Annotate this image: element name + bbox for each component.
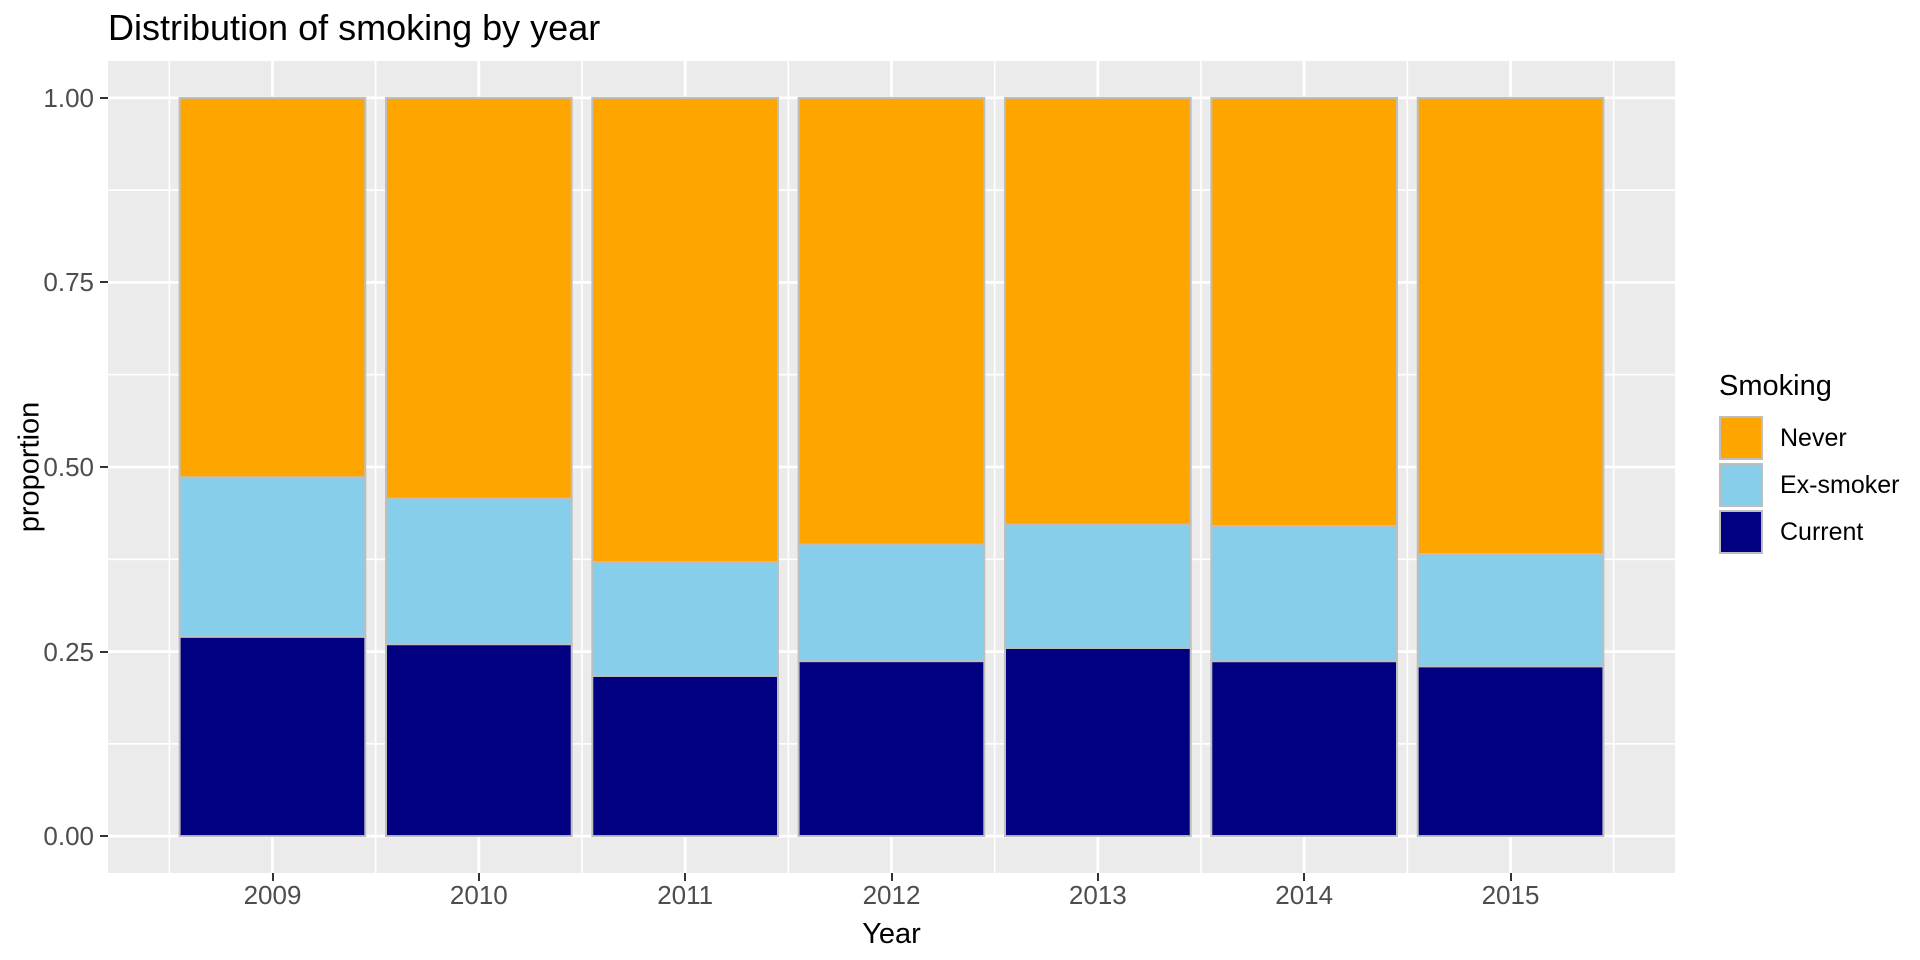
bar-segment-2009-never — [178, 96, 367, 479]
x-tick-label: 2011 — [657, 880, 714, 910]
bar-segment-2010-ex-smoker — [385, 497, 573, 646]
x-tick-label: 2015 — [1481, 880, 1540, 910]
legend-label: Never — [1780, 423, 1847, 452]
x-tick-label: 2009 — [243, 880, 302, 910]
bar-segment-2014-ex-smoker — [1210, 525, 1399, 663]
x-tick-mark — [1096, 873, 1099, 881]
bar-segment-2010-current — [385, 643, 573, 838]
plot-panel-svg — [108, 61, 1675, 873]
legend-label: Current — [1780, 517, 1864, 546]
y-tick-mark — [100, 466, 108, 468]
bar-segment-2015-never — [1416, 96, 1605, 556]
x-tick-mark — [1303, 873, 1306, 881]
legend-label: Ex-smoker — [1780, 470, 1900, 499]
bar-segment-2012-never — [797, 96, 986, 546]
x-tick-label: 2013 — [1068, 880, 1127, 910]
bar-segment-2009-current — [178, 635, 367, 838]
bar-segment-2011-ex-smoker — [591, 561, 779, 677]
legend-key-current — [1719, 510, 1763, 554]
legend-key-never — [1719, 416, 1763, 460]
legend-title: Smoking — [1719, 370, 1832, 402]
bar-segment-2013-current — [1004, 646, 1192, 838]
y-tick-label: 0.75 — [43, 267, 94, 298]
legend-item-ex-smoker: Ex-smoker — [1719, 463, 1899, 507]
x-tick-mark — [477, 873, 480, 881]
x-tick-mark — [1509, 873, 1512, 881]
bar-segment-2015-current — [1416, 665, 1605, 838]
x-tick-mark — [890, 873, 893, 881]
y-tick-mark — [100, 650, 108, 653]
x-tick-label: 2012 — [862, 880, 921, 910]
bar-segment-2009-ex-smoker — [178, 476, 367, 638]
legend-item-current: Current — [1719, 510, 1899, 554]
y-tick-label: 1.00 — [43, 82, 94, 113]
y-tick-mark — [100, 96, 108, 99]
x-tick-label: 2010 — [449, 880, 508, 910]
y-tick-mark — [100, 281, 108, 284]
y-tick-label: 0.00 — [43, 821, 94, 852]
bar-segment-2013-ex-smoker — [1004, 523, 1192, 649]
y-tick-label: 0.25 — [43, 636, 94, 667]
legend-key-ex-smoker — [1719, 463, 1763, 507]
x-tick-mark — [271, 873, 274, 881]
plot-panel — [108, 61, 1675, 873]
bar-segment-2014-never — [1210, 96, 1399, 528]
plot-title: Distribution of smoking by year — [108, 7, 601, 48]
bar-segment-2013-never — [1004, 96, 1192, 526]
legend-item-never: Never — [1719, 416, 1899, 460]
bar-segment-2010-never — [385, 96, 573, 500]
bar-segment-2011-never — [591, 96, 779, 564]
bar-segment-2012-ex-smoker — [797, 543, 986, 663]
bar-segment-2015-ex-smoker — [1416, 553, 1605, 668]
bar-segment-2011-current — [591, 674, 779, 838]
y-tick-label: 0.50 — [43, 452, 94, 482]
bar-segment-2012-current — [797, 660, 986, 837]
bar-segment-2014-current — [1210, 660, 1399, 837]
y-tick-mark — [100, 835, 108, 838]
x-tick-mark — [684, 873, 687, 881]
x-axis-title: Year — [862, 918, 921, 950]
legend: Smoking Never Ex-smoker Current — [1719, 370, 1899, 557]
legend-items: Never Ex-smoker Current — [1719, 416, 1899, 554]
x-tick-label: 2014 — [1275, 880, 1334, 910]
